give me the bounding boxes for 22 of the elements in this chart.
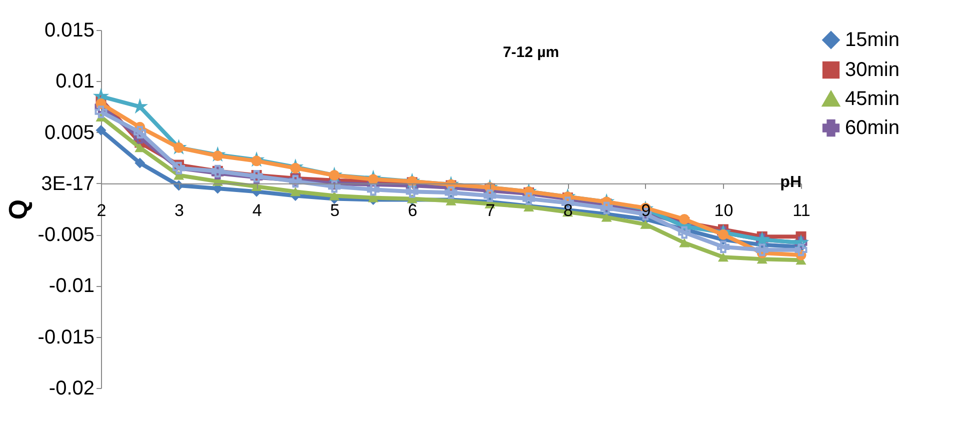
x-tick-label: 5: [330, 200, 340, 220]
y-tick-label: 3E-17: [41, 172, 94, 195]
y-tick-label: -0.005: [38, 224, 94, 246]
legend-label: 30min: [845, 59, 900, 81]
y-tick-label: -0.02: [48, 378, 94, 400]
legend-label: 15min: [845, 29, 900, 51]
y-tick-label: -0.015: [38, 326, 94, 348]
legend-label: 45min: [845, 88, 900, 110]
x-tick-label: 11: [792, 200, 810, 220]
y-tick-label: -0.01: [48, 275, 94, 298]
y-axis-title: Q: [2, 199, 33, 220]
y-tick-label: 0.015: [44, 20, 94, 42]
x-tick-label: 4: [252, 200, 262, 220]
y-tick-label: 0.01: [56, 70, 94, 93]
x-axis-title: pH: [780, 174, 802, 191]
x-tick-label: 10: [714, 200, 734, 220]
x-tick-label: 2: [96, 200, 106, 220]
text: 7-12 µm: [502, 44, 560, 61]
y-tick-label: 0.005: [44, 122, 94, 144]
x-tick-label: 3: [174, 200, 184, 220]
legend-label: 60min: [845, 117, 900, 139]
x-tick-label: 6: [408, 200, 418, 220]
